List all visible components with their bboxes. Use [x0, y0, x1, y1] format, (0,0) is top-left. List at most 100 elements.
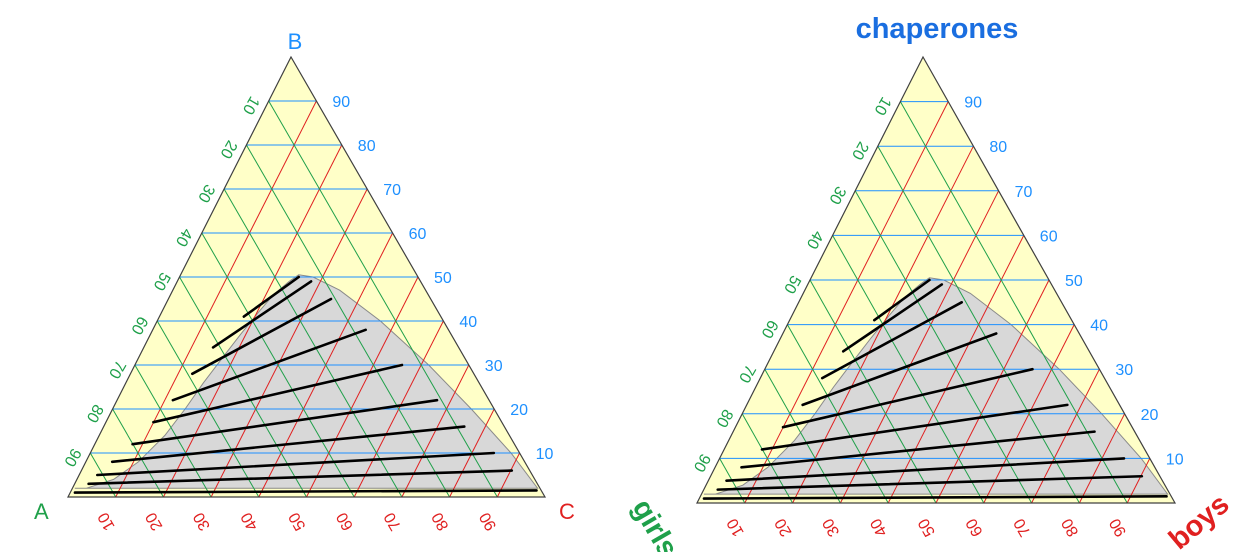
tick-label-green: 40 [172, 225, 196, 249]
tick-label-red: 20 [143, 509, 167, 533]
tie-line [211, 280, 313, 349]
tie-line [702, 495, 1168, 500]
tie-line [716, 474, 1144, 491]
vertex-label-right: C [559, 499, 575, 524]
tick-label-green: 70 [105, 357, 129, 381]
tick-label-blue: 10 [536, 446, 554, 463]
tick-label-blue: 60 [409, 226, 427, 243]
grid-line-red [115, 100, 317, 498]
tie-line [841, 283, 944, 353]
tick-label-red: 50 [286, 509, 310, 533]
grid-line-green [268, 100, 498, 498]
tick-label-green: 30 [194, 181, 218, 205]
tick-label-blue: 80 [358, 138, 376, 155]
tick-label-blue: 50 [434, 270, 452, 287]
vertex-label-left: A [34, 499, 49, 524]
tick-label-red: 40 [867, 515, 891, 539]
tick-label-blue: 30 [485, 358, 503, 375]
tie-line [801, 332, 998, 407]
tick-label-red: 40 [238, 509, 262, 533]
vertex-label-right: boys [1163, 488, 1235, 552]
triangle-outline [696, 55, 1177, 504]
grid-line-red [839, 190, 1000, 504]
tie-line [872, 278, 931, 322]
tick-label-red: 90 [1106, 515, 1130, 539]
tick-label-red: 80 [1059, 515, 1083, 539]
tick-label-red: 60 [333, 509, 357, 533]
tick-label-red: 60 [963, 515, 987, 539]
tie-line [73, 489, 538, 494]
tick-label-red: 20 [772, 515, 796, 539]
tick-label-green: 40 [803, 228, 827, 252]
tie-line [781, 367, 1034, 429]
tick-label-green: 90 [60, 445, 84, 469]
grid-line-green [832, 235, 985, 504]
grid-line-red [306, 276, 419, 498]
tick-label-blue: 70 [1015, 184, 1033, 201]
tick-label-green: 50 [780, 272, 804, 296]
tie-line [110, 425, 466, 464]
grid-line-green [245, 144, 451, 498]
vertex-label-left: girls [626, 494, 684, 552]
tick-label-green: 60 [757, 317, 781, 341]
tick-label-red: 30 [190, 509, 214, 533]
tie-line [740, 430, 1096, 469]
grid-line-green [809, 279, 937, 504]
grid-line-green [201, 232, 355, 498]
tick-label-red: 90 [477, 509, 501, 533]
tick-label-green: 70 [735, 361, 759, 385]
tick-label-blue: 50 [1065, 273, 1083, 290]
tie-line [152, 363, 404, 424]
grid-line-green [899, 101, 1128, 504]
tick-label-blue: 20 [1141, 407, 1159, 424]
tick-label-red: 30 [820, 515, 844, 539]
tick-label-red: 70 [1011, 515, 1035, 539]
triangle-outline [67, 55, 547, 498]
tick-label-blue: 90 [964, 95, 982, 112]
tick-label-green: 20 [216, 137, 240, 161]
tick-label-green: 10 [870, 94, 894, 118]
tick-label-green: 50 [150, 269, 174, 293]
tick-label-blue: 70 [383, 182, 401, 199]
grid-line-red [401, 364, 470, 498]
tick-label-red: 10 [724, 515, 748, 539]
tie-line [87, 469, 514, 486]
tick-label-blue: 80 [989, 139, 1007, 156]
tick-label-green: 10 [239, 93, 263, 117]
tie-line [242, 275, 301, 318]
tick-label-blue: 10 [1166, 451, 1184, 468]
tick-label-blue: 60 [1040, 228, 1058, 245]
grid-line-red [1031, 368, 1100, 504]
vertex-label-top: chaperones [856, 13, 1019, 45]
tick-label-blue: 90 [332, 94, 350, 111]
tie-line [190, 297, 333, 376]
tick-label-red: 80 [429, 509, 453, 533]
tie-line [131, 398, 439, 446]
grid-line-red [210, 188, 368, 498]
grid-line-green [877, 145, 1080, 504]
grid-line-red [744, 101, 949, 504]
tie-line [725, 457, 1126, 483]
grid-line-green [223, 188, 403, 498]
ternary-diagram-left: 10 20 30 40 50 60 70 80 90 10 20 30 40 50 60 70 80 90 10 20… [34, 29, 575, 533]
tick-label-red: 50 [915, 515, 939, 539]
tick-label-blue: 40 [459, 314, 477, 331]
tie-line [95, 451, 496, 477]
tie-line [171, 328, 367, 402]
grid-line-red [935, 279, 1050, 504]
tick-label-red: 70 [381, 509, 405, 533]
tie-line [760, 403, 1069, 451]
grid-line-green [764, 368, 841, 504]
tick-label-green: 80 [83, 401, 107, 425]
grid-line-green [854, 190, 1033, 504]
grid-line-green [179, 276, 307, 498]
tick-label-green: 30 [825, 183, 849, 207]
grid-line-green [134, 364, 212, 498]
vertex-label-top: B [288, 29, 303, 54]
tie-line [820, 300, 963, 380]
tick-label-green: 90 [690, 451, 714, 475]
tick-label-green: 80 [712, 406, 736, 430]
tick-label-red: 10 [95, 509, 119, 533]
tick-label-blue: 20 [510, 402, 528, 419]
